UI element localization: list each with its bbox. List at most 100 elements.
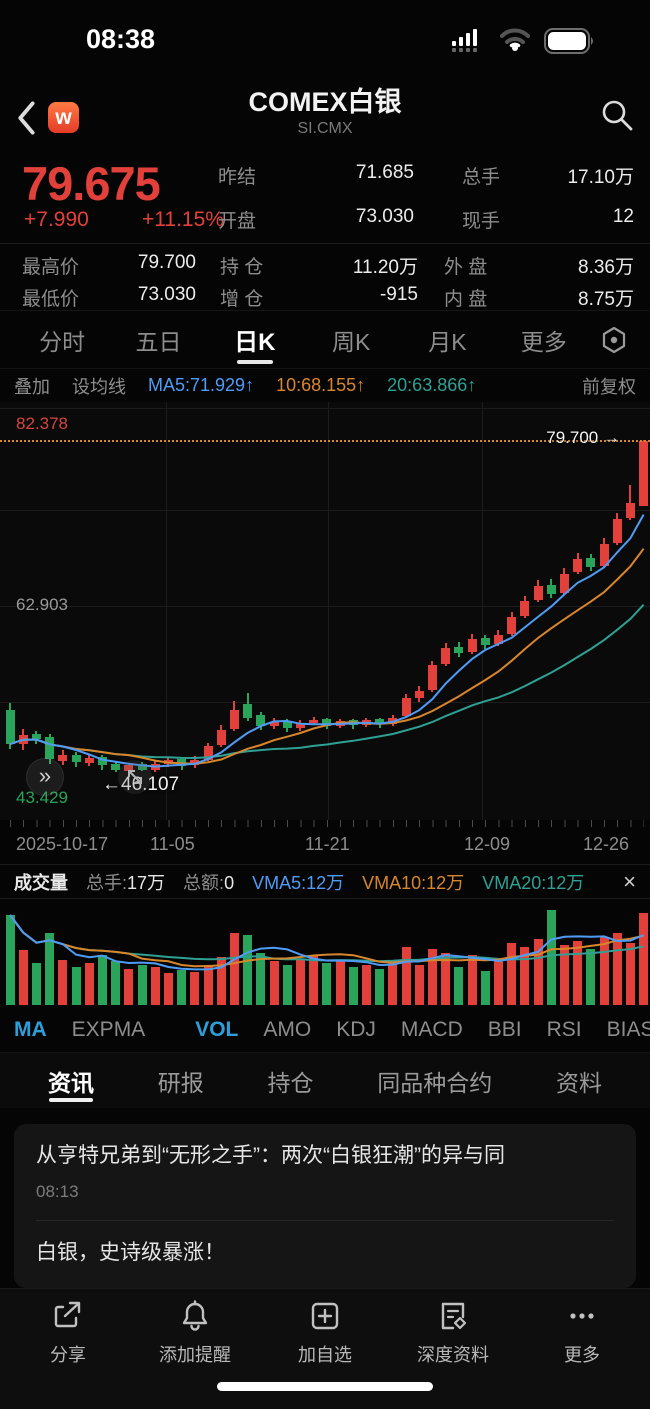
news-tab-bar: 资讯 研报 持仓 同品种合约 资料 xyxy=(0,1052,650,1108)
set-ma-button[interactable]: 设均线 xyxy=(72,376,126,397)
volume-bar xyxy=(414,965,424,1005)
add-alert-button[interactable]: 添加提醒 xyxy=(135,1299,255,1367)
volume-bar xyxy=(454,967,464,1005)
volume-bar xyxy=(559,945,569,1005)
more-button[interactable]: 更多 xyxy=(522,1299,642,1367)
add-watchlist-button[interactable]: 加自选 xyxy=(265,1299,385,1367)
volume-bar xyxy=(5,915,15,1005)
overlay-button[interactable]: 叠加 xyxy=(14,376,50,397)
candle-body xyxy=(612,519,622,543)
last-price: 79.675 xyxy=(22,157,161,210)
news-title[interactable]: 从亨特兄弟到“无形之手”：两次“白银狂潮”的异与同 xyxy=(36,1144,505,1167)
tab-daily-k[interactable]: 日K xyxy=(207,311,303,368)
candle-body xyxy=(97,756,107,765)
document-icon xyxy=(441,1302,467,1330)
x-label-2: 11-21 xyxy=(305,834,350,854)
candle-body xyxy=(229,709,239,730)
tab-monthly-k[interactable]: 月K xyxy=(428,328,467,355)
current-volume-label: 现手 xyxy=(462,211,501,232)
adjust-mode-button[interactable]: 前复权 xyxy=(582,376,636,397)
price-change: +7.990 xyxy=(24,208,89,231)
x-label-0: 2025-10-17 xyxy=(16,834,109,854)
volume-bar xyxy=(335,961,345,1005)
candle-body xyxy=(401,697,411,717)
candlestick-chart[interactable]: 79.700 → 82.378 62.903 43.429 ←46.107 » xyxy=(0,402,650,820)
app-logo-icon[interactable]: w xyxy=(48,102,79,133)
volume-bar xyxy=(45,933,55,1005)
tab-more[interactable]: 更多 xyxy=(520,328,567,355)
indicator-ma[interactable]: MA xyxy=(14,1018,47,1041)
oi-change-value: -915 xyxy=(379,284,418,305)
tab-positions[interactable]: 持仓 xyxy=(267,1069,314,1096)
volume-bar xyxy=(467,955,477,1005)
close-volume-pane-icon[interactable]: × xyxy=(623,868,636,894)
news-item[interactable]: 从亨特兄弟到“无形之手”：两次“白银狂潮”的异与同 08:13 xyxy=(36,1142,614,1202)
home-indicator[interactable] xyxy=(217,1382,433,1391)
gridline xyxy=(0,606,650,607)
volume-bar xyxy=(97,955,107,1005)
tab-minute[interactable]: 分时 xyxy=(39,328,86,355)
volume-header: 成交量 总手:17万 总额:0 VMA5:12万 VMA10:12万 VMA20… xyxy=(0,864,650,898)
volume-pane[interactable] xyxy=(0,898,650,1008)
y-axis-mid-label: 62.903 xyxy=(16,595,68,614)
indicator-bias[interactable]: BIAS xyxy=(606,1018,650,1041)
candle-body xyxy=(5,709,15,745)
back-button[interactable] xyxy=(12,100,42,136)
candle-body xyxy=(45,737,55,759)
candle-body xyxy=(203,746,213,760)
deep-data-button[interactable]: 深度资料 xyxy=(393,1299,513,1367)
candle-body xyxy=(454,646,464,654)
tab-five-day[interactable]: 五日 xyxy=(135,328,182,355)
volume-bar xyxy=(322,963,332,1005)
tab-profile[interactable]: 资料 xyxy=(556,1069,602,1096)
volume-bar xyxy=(401,947,411,1005)
volume-bar xyxy=(190,972,200,1005)
indicator-expma[interactable]: EXPMA xyxy=(71,1018,146,1041)
low-label: 最低价 xyxy=(22,289,80,310)
volume-bar xyxy=(309,955,319,1005)
tab-weekly-k[interactable]: 周K xyxy=(331,328,371,355)
total-volume-value: 17.10万 xyxy=(567,167,634,188)
volume-bar xyxy=(348,967,358,1005)
indicator-macd[interactable]: MACD xyxy=(400,1018,463,1041)
prev-settle-value: 71.685 xyxy=(355,162,414,183)
open-interest-label: 持 仓 xyxy=(220,257,264,278)
open-row: 开盘 73.030 xyxy=(218,206,414,233)
tab-research[interactable]: 研报 xyxy=(157,1069,204,1096)
volume-bar xyxy=(520,947,530,1005)
candle-body xyxy=(441,647,451,665)
candle-body xyxy=(84,757,94,763)
volume-bar xyxy=(163,973,173,1005)
ma-lines xyxy=(9,514,645,768)
indicator-amo[interactable]: AMO xyxy=(263,1018,312,1041)
candle-body xyxy=(71,754,81,762)
share-button[interactable]: 分享 xyxy=(8,1299,128,1367)
total-volume-row: 总手 17.10万 xyxy=(462,162,634,189)
tab-related-contracts[interactable]: 同品种合约 xyxy=(377,1069,493,1096)
share-icon xyxy=(54,1301,81,1328)
bell-icon xyxy=(182,1300,208,1331)
candle-body xyxy=(216,730,226,746)
news-item[interactable]: 白银，史诗级暴涨！ xyxy=(36,1239,614,1267)
scroll-history-button[interactable]: » xyxy=(26,758,64,796)
indicator-vol[interactable]: VOL xyxy=(195,1018,239,1041)
volume-bar xyxy=(586,949,596,1005)
gridline xyxy=(328,402,329,820)
candle-body xyxy=(58,754,68,761)
volume-bar xyxy=(533,939,543,1005)
cellular-signal-icon xyxy=(452,29,477,52)
indicator-rsi[interactable]: RSI xyxy=(546,1018,582,1041)
volume-bar xyxy=(639,913,649,1005)
expand-chart-icon[interactable] xyxy=(118,760,152,794)
indicator-kdj[interactable]: KDJ xyxy=(336,1018,376,1041)
gridline xyxy=(0,702,650,703)
indicator-bbi[interactable]: BBI xyxy=(487,1018,522,1041)
candle-body xyxy=(520,601,530,616)
search-icon[interactable] xyxy=(600,98,634,132)
news-list: 从亨特兄弟到“无形之手”：两次“白银狂潮”的异与同 08:13 白银，史诗级暴涨… xyxy=(14,1124,636,1288)
tab-news[interactable]: 资讯 xyxy=(48,1053,94,1108)
ellipsis-icon xyxy=(570,1313,594,1319)
candle-body xyxy=(256,714,266,727)
news-title[interactable]: 白银，史诗级暴涨！ xyxy=(36,1241,225,1265)
kline-settings-icon[interactable] xyxy=(592,325,636,355)
